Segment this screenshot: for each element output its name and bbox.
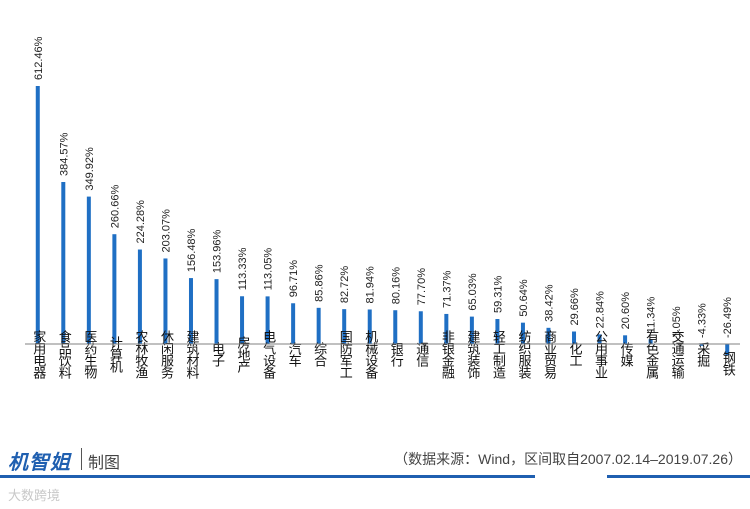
category-label-5: 农林牧渔 xyxy=(132,330,148,379)
bar-16 xyxy=(418,311,423,344)
data-label-13: 82.72% xyxy=(339,266,351,304)
watermark: 大数跨境 xyxy=(8,488,61,503)
category-label-18: 建筑装饰 xyxy=(464,330,480,379)
bar-22 xyxy=(572,331,577,344)
category-label-1: 家用电器 xyxy=(30,329,46,380)
category-label-12: 综合 xyxy=(311,342,327,367)
bar-25 xyxy=(648,339,653,344)
data-label-15: 80.16% xyxy=(390,267,402,305)
category-label-26: 交通运输 xyxy=(669,329,685,379)
bar-5 xyxy=(137,249,142,344)
category-label-17: 非银金融 xyxy=(439,330,455,379)
bar-15 xyxy=(393,310,398,344)
data-label-6: 203.07% xyxy=(160,209,172,253)
data-labels-group: 612.46% 384.57% 349.92% 260.66% 224.28% 203.0… xyxy=(33,36,734,338)
data-label-10: 113.05% xyxy=(263,248,275,291)
bar-1 xyxy=(35,86,40,344)
category-label-16: 通信 xyxy=(413,342,429,367)
data-label-21: 38.42% xyxy=(543,284,555,322)
category-label-11: 汽车 xyxy=(286,342,302,367)
data-label-17: 71.37% xyxy=(441,270,453,308)
bars-group xyxy=(35,86,730,356)
data-source-note: （数据来源：Wind，区间取自2007.02.14–2019.07.26） xyxy=(394,451,742,467)
data-label-16: 77.70% xyxy=(416,268,428,306)
data-label-8: 153.96% xyxy=(212,229,224,273)
category-label-27: 采掘 xyxy=(694,342,710,367)
data-label-12: 85.86% xyxy=(314,264,326,302)
category-label-8: 电子 xyxy=(209,342,225,367)
bar-18 xyxy=(469,316,474,344)
brand-logo: 机智姐 xyxy=(8,450,71,474)
data-label-25: 11.34% xyxy=(646,297,658,334)
category-label-2: 食品饮料 xyxy=(56,329,72,379)
data-label-11: 96.71% xyxy=(288,260,300,298)
bar-17 xyxy=(444,313,449,344)
data-label-4: 260.66% xyxy=(109,185,121,229)
bar-27 xyxy=(699,344,704,346)
data-label-1: 612.46% xyxy=(33,36,45,80)
category-label-3: 医药生物 xyxy=(81,330,97,380)
bar-28 xyxy=(725,344,730,356)
footer-divider xyxy=(81,448,82,470)
category-label-14: 机械设备 xyxy=(362,330,378,380)
bar-19 xyxy=(495,319,500,344)
category-label-22: 化工 xyxy=(567,342,583,366)
bar-14 xyxy=(367,309,372,344)
category-label-25: 有色金属 xyxy=(643,330,659,380)
category-label-6: 休闲服务 xyxy=(158,330,174,379)
bar-24 xyxy=(623,335,628,344)
category-label-21: 商业贸易 xyxy=(541,330,557,380)
bar-6 xyxy=(163,258,168,344)
category-label-23: 公用事业 xyxy=(592,330,608,378)
data-label-23: 22.84% xyxy=(595,291,607,329)
footer-rule-right xyxy=(607,475,750,478)
data-label-18: 65.03% xyxy=(467,273,479,311)
bar-23 xyxy=(597,334,602,344)
data-label-5: 224.28% xyxy=(135,200,147,244)
data-label-20: 50.64% xyxy=(518,279,530,317)
data-label-19: 59.31% xyxy=(492,275,504,313)
category-label-7: 建筑材料 xyxy=(183,330,199,379)
bar-11 xyxy=(291,303,296,344)
bar-2 xyxy=(61,182,66,344)
category-label-15: 银行 xyxy=(388,342,404,368)
bar-12 xyxy=(316,307,321,344)
data-label-9: 113.33% xyxy=(237,247,249,290)
footer-rule-left xyxy=(0,475,535,478)
bar-9 xyxy=(240,296,245,344)
bar-chart: 612.46% 384.57% 349.92% 260.66% 224.28% 203.0… xyxy=(25,36,740,380)
category-label-9: 房地产 xyxy=(235,335,251,374)
category-labels-group: 家用电器 食品饮料 医药生物 计算机 农林牧渔 休闲服务 建筑材料 电子 房地产 电气设备 汽车 综合… xyxy=(30,329,735,380)
bar-21 xyxy=(546,327,551,344)
category-label-10: 电气设备 xyxy=(260,330,276,380)
category-label-20: 纺织服装 xyxy=(515,330,531,379)
data-label-26: 1.05% xyxy=(671,306,683,337)
bar-20 xyxy=(520,322,525,344)
category-label-24: 传媒 xyxy=(618,342,634,367)
category-label-13: 国防军工 xyxy=(337,330,353,378)
bar-7 xyxy=(188,278,193,344)
bar-13 xyxy=(342,309,347,344)
bar-10 xyxy=(265,296,270,344)
data-label-14: 81.94% xyxy=(365,266,377,304)
data-label-2: 384.57% xyxy=(58,132,70,176)
data-label-28: -26.49% xyxy=(722,297,734,338)
category-label-28: 钢铁 xyxy=(720,351,736,376)
data-label-3: 349.92% xyxy=(84,147,96,191)
data-label-27: -4.33% xyxy=(697,303,709,338)
category-label-4: 计算机 xyxy=(107,336,123,374)
maker-label: 制图 xyxy=(88,455,121,472)
data-label-7: 156.48% xyxy=(186,228,198,272)
bar-3 xyxy=(86,196,91,344)
bar-8 xyxy=(214,279,219,344)
category-label-19: 轻工制造 xyxy=(490,330,506,380)
data-label-24: 20.60% xyxy=(620,292,632,330)
data-label-22: 29.66% xyxy=(569,288,581,326)
bar-4 xyxy=(112,234,117,344)
